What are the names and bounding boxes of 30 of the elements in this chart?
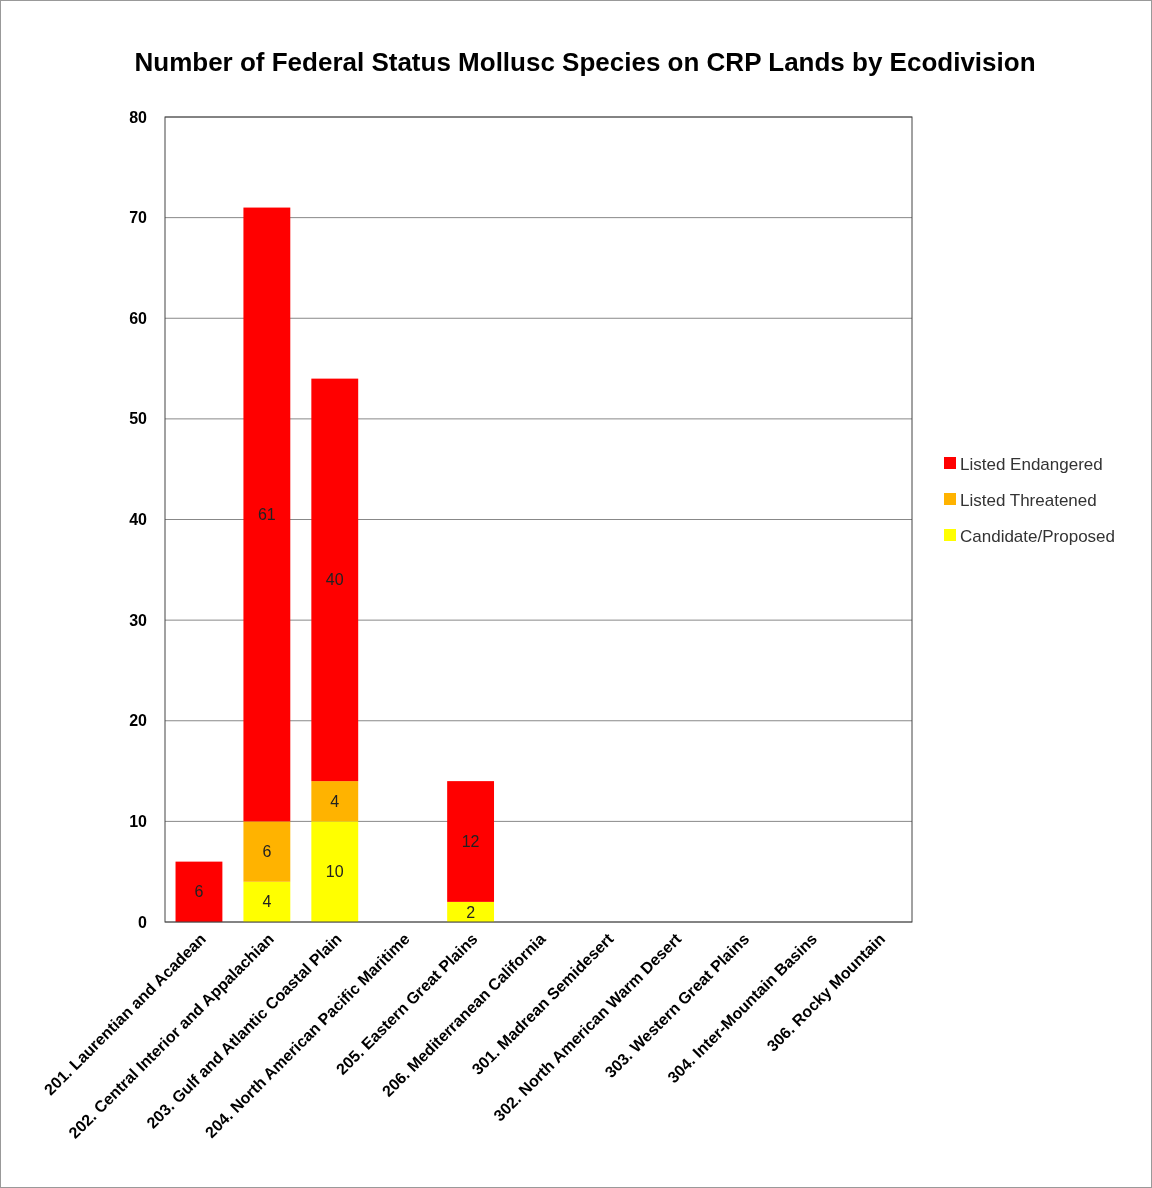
bar	[175, 861, 223, 922]
y-tick-label: 60	[129, 309, 148, 327]
legend-label: Candidate/Proposed	[960, 526, 1116, 546]
bar	[311, 821, 359, 922]
y-tick-label: 10	[129, 812, 148, 830]
data-label: 2	[466, 903, 476, 921]
y-tick-label: 30	[129, 611, 148, 629]
y-tick-label: 80	[129, 108, 148, 126]
data-label: 6	[194, 883, 204, 901]
data-label: 40	[325, 571, 344, 589]
y-tick-label: 0	[138, 913, 148, 931]
data-label: 12	[461, 833, 480, 851]
data-label: 4	[330, 792, 340, 810]
bar	[243, 821, 291, 882]
data-label: 6	[262, 843, 272, 861]
bar	[311, 378, 359, 782]
chart-title: Number of Federal Status Mollusc Species on CRP Lands by Ecodivision	[134, 47, 1036, 77]
bar	[447, 781, 495, 902]
y-tick-label: 20	[129, 712, 148, 730]
bar	[243, 881, 291, 922]
y-tick-label: 70	[129, 209, 148, 227]
bar	[243, 207, 291, 822]
bar	[311, 781, 359, 822]
y-tick-label: 50	[129, 410, 148, 428]
data-label: 10	[325, 863, 344, 881]
legend-label: Listed Threatened	[960, 490, 1097, 510]
data-label: 4	[262, 893, 272, 911]
y-tick-label: 40	[129, 511, 148, 529]
legend-label: Listed Endangered	[960, 454, 1103, 474]
data-label: 61	[257, 506, 276, 524]
